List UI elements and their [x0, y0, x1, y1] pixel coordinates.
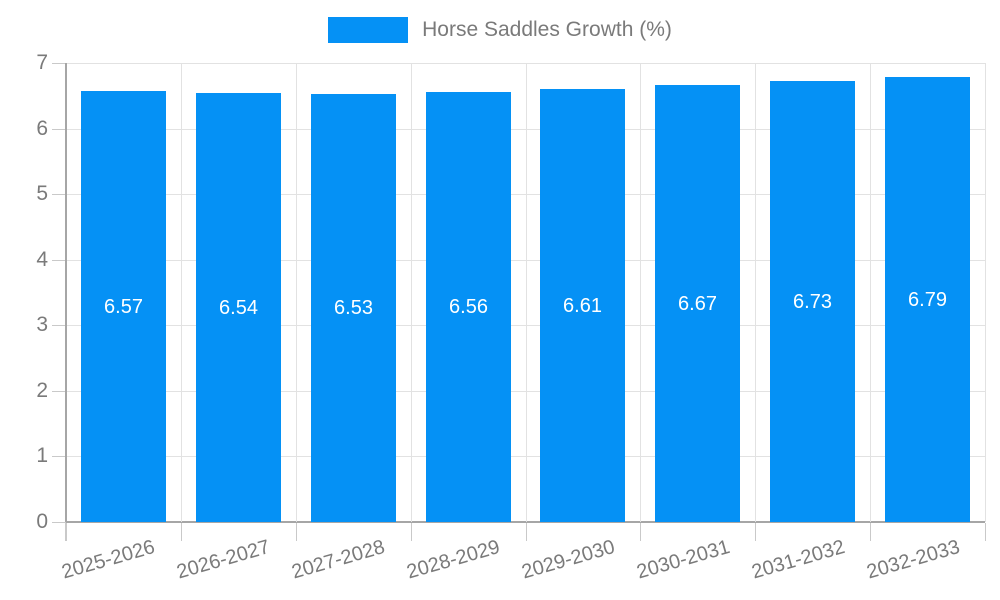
- y-gridline: [66, 456, 985, 457]
- y-tick-label: 4: [36, 248, 48, 271]
- bar: [311, 94, 396, 522]
- y-axis-line: [65, 63, 67, 522]
- x-tick-mark: [870, 523, 871, 541]
- bar-value-label: 6.53: [334, 297, 373, 319]
- y-tick-mark: [52, 325, 66, 326]
- x-tick-mark: [755, 523, 756, 541]
- y-tick-label: 6: [36, 117, 48, 140]
- y-tick-mark: [52, 456, 66, 457]
- y-gridline: [66, 129, 985, 130]
- x-gridline: [181, 63, 182, 522]
- x-tick-mark: [65, 523, 67, 541]
- y-tick-label: 7: [36, 51, 48, 74]
- x-tick-mark: [985, 523, 986, 541]
- x-tick-mark: [296, 523, 297, 541]
- y-tick-label: 3: [36, 313, 48, 336]
- bar: [196, 93, 281, 522]
- bar: [426, 92, 511, 522]
- bar-value-label: 6.56: [449, 296, 488, 318]
- y-gridline: [66, 260, 985, 261]
- x-tick-mark: [640, 523, 641, 541]
- y-tick-mark: [52, 63, 66, 64]
- x-tick-mark: [411, 523, 412, 541]
- bar-value-label: 6.57: [104, 296, 143, 318]
- bar: [540, 89, 625, 522]
- bar: [655, 85, 740, 522]
- legend-label: Horse Saddles Growth (%): [422, 18, 672, 41]
- x-gridline: [640, 63, 641, 522]
- x-gridline: [755, 63, 756, 522]
- bar-value-label: 6.54: [219, 297, 258, 319]
- y-gridline: [66, 63, 985, 64]
- y-tick-mark: [52, 391, 66, 392]
- y-tick-label: 2: [36, 379, 48, 402]
- y-tick-mark: [52, 194, 66, 195]
- y-tick-mark: [52, 129, 66, 130]
- legend: Horse Saddles Growth (%): [0, 17, 1000, 43]
- bar: [885, 77, 970, 522]
- x-gridline: [411, 63, 412, 522]
- x-tick-mark: [181, 523, 182, 541]
- x-tick-mark: [526, 523, 527, 541]
- x-gridline: [296, 63, 297, 522]
- y-tick-mark: [52, 260, 66, 261]
- bar-value-label: 6.73: [793, 291, 832, 313]
- y-gridline: [66, 194, 985, 195]
- x-gridline: [985, 63, 986, 522]
- bar: [81, 91, 166, 522]
- y-tick-label: 0: [36, 510, 48, 533]
- x-axis-line: [66, 521, 985, 523]
- bar-value-label: 6.67: [678, 293, 717, 315]
- x-gridline: [526, 63, 527, 522]
- y-gridline: [66, 325, 985, 326]
- y-tick-label: 5: [36, 182, 48, 205]
- bar-value-label: 6.79: [908, 289, 947, 311]
- y-tick-label: 1: [36, 444, 48, 467]
- bar-value-label: 6.61: [563, 295, 602, 317]
- legend-swatch: [328, 17, 409, 43]
- x-gridline: [870, 63, 871, 522]
- bar: [770, 81, 855, 522]
- y-tick-mark: [52, 522, 66, 523]
- y-gridline: [66, 391, 985, 392]
